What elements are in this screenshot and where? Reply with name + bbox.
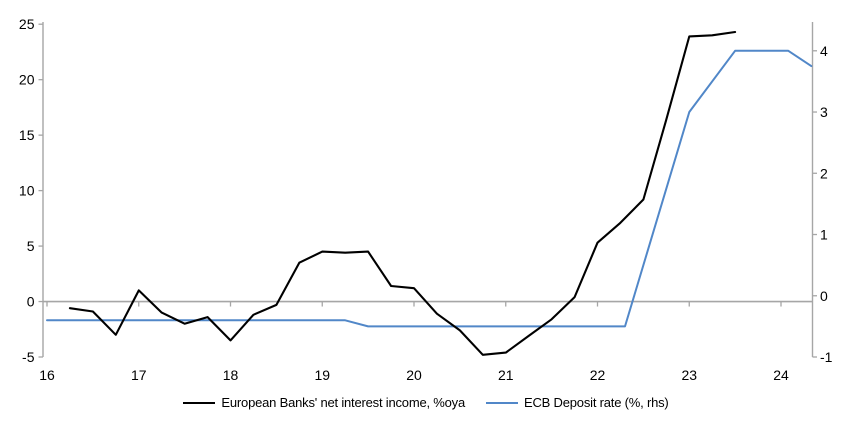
y-axis-right-tick-label: 3 <box>820 104 828 120</box>
y-axis-left-tick-label: 25 <box>19 16 35 32</box>
series-net-interest-income <box>68 30 737 356</box>
legend-label-ecb-deposit-rate: ECB Deposit rate (%, rhs) <box>524 395 669 410</box>
x-axis-tick-label: 22 <box>590 367 606 383</box>
x-axis-tick-label: 24 <box>773 367 789 383</box>
legend-label-net-interest-income: European Banks' net interest income, %oy… <box>221 395 466 410</box>
x-axis-tick-label: 21 <box>498 367 514 383</box>
y-axis-left-tick-label: 0 <box>27 294 35 310</box>
y-axis-right-tick-label: 1 <box>820 227 828 243</box>
x-axis-tick-label: 23 <box>681 367 697 383</box>
legend-item-net-interest-income: European Banks' net interest income, %oy… <box>183 395 465 410</box>
y-axis-right-tick-label: 2 <box>820 165 828 181</box>
y-axis-right-tick-label: -1 <box>820 349 833 365</box>
y-axis-left-tick-label: 15 <box>19 127 35 143</box>
legend: European Banks' net interest income, %oy… <box>0 395 852 410</box>
series-ecb-deposit-rate <box>46 49 813 328</box>
y-axis-left-tick-label: 10 <box>19 183 35 199</box>
legend-item-ecb-deposit-rate: ECB Deposit rate (%, rhs) <box>486 395 669 410</box>
black-line-swatch <box>183 401 216 404</box>
y-axis-left-tick-label: 5 <box>27 238 35 254</box>
y-axis-right-tick-label: 0 <box>820 288 828 304</box>
y-axis-left-tick-label: -5 <box>22 349 35 365</box>
x-axis-tick-label: 17 <box>131 367 147 383</box>
x-axis-tick-label: 16 <box>39 367 55 383</box>
x-axis-tick-label: 20 <box>406 367 422 383</box>
y-axis-left-tick-label: 20 <box>19 72 35 88</box>
x-axis-tick-label: 19 <box>314 367 330 383</box>
x-axis-tick-label: 18 <box>223 367 239 383</box>
y-axis-right-tick-label: 4 <box>820 43 828 59</box>
blue-line-swatch <box>486 401 519 404</box>
